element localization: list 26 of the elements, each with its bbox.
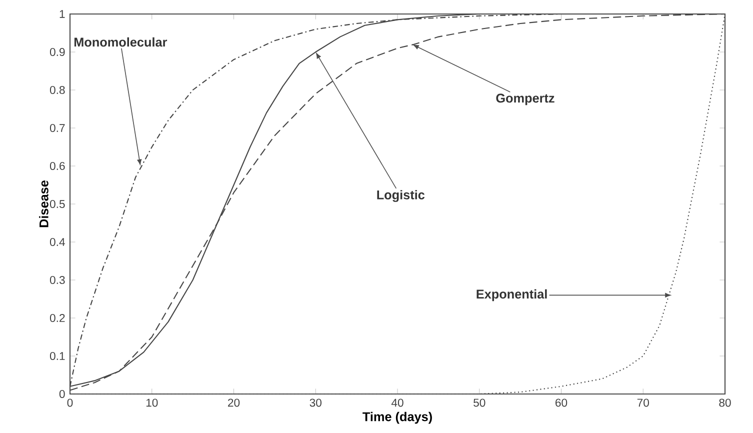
x-tick-label: 80 (719, 398, 731, 407)
y-tick-label: 0.8 (50, 86, 65, 94)
y-tick-label: 0 (59, 390, 65, 398)
y-tick-label: 0.5 (50, 200, 65, 208)
y-tick-label: 0.7 (50, 124, 65, 132)
x-tick-label: 70 (637, 398, 649, 407)
y-tick-label: 0.9 (50, 48, 65, 56)
y-tick-label: 0.3 (50, 276, 65, 284)
annotation: Gompertz (496, 94, 554, 106)
x-tick-label: 20 (228, 398, 240, 407)
y-axis-title: Disease (39, 180, 48, 228)
y-tick-label: 0.2 (50, 314, 65, 322)
y-tick-label: 0.1 (50, 352, 65, 360)
annotation: Logistic (377, 190, 425, 202)
x-tick-label: 50 (474, 398, 486, 407)
x-tick-label: 60 (556, 398, 568, 407)
annotation: Exponential (476, 289, 547, 302)
y-tick-label: 1 (60, 10, 65, 18)
x-tick-label: 10 (146, 398, 158, 407)
annotation: Monomolecular (74, 37, 168, 47)
x-axis-title: Time (days) (362, 412, 432, 424)
y-tick-label: 0.4 (50, 238, 65, 246)
x-tick-label: 40 (391, 398, 404, 407)
x-tick-label: 30 (310, 398, 322, 407)
y-tick-label: 0.6 (50, 162, 65, 170)
x-tick-label: 0 (67, 398, 73, 407)
